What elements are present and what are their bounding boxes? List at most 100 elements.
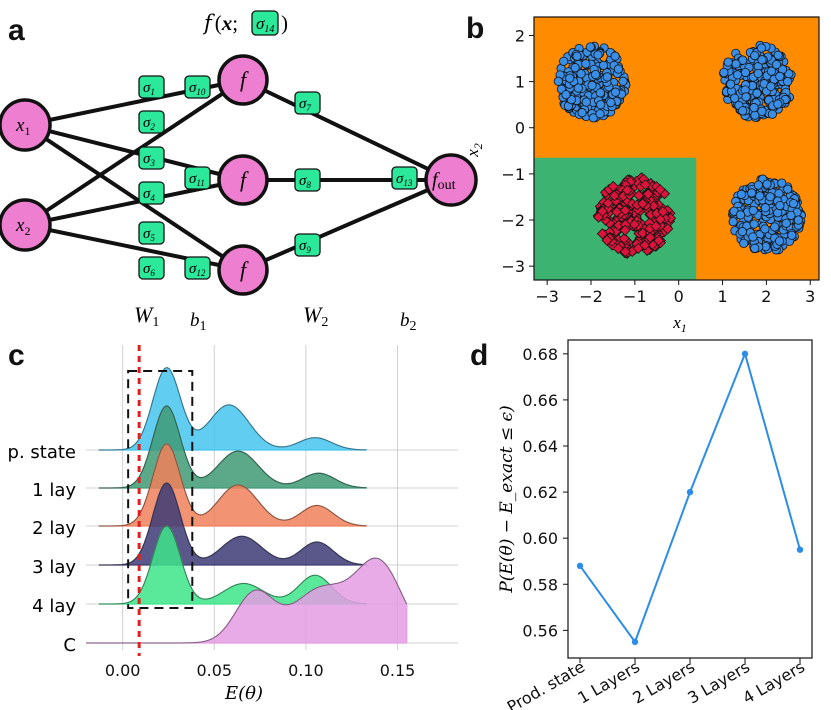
- input-node: [0, 198, 52, 252]
- param-label: σ2: [143, 115, 155, 132]
- scatter-point-blue: [773, 50, 783, 60]
- y-tick-label: 0.58: [522, 575, 558, 594]
- scatter-point-blue: [732, 70, 743, 80]
- scatter-point-blue: [755, 191, 765, 201]
- x-tick-label: 2 Layers: [629, 657, 698, 708]
- scatter-point-blue: [553, 76, 563, 86]
- edge-hidden-output: [242, 78, 452, 182]
- highlight-box: [127, 370, 194, 609]
- scatter-point-red: [602, 197, 614, 209]
- network-diagram: σ1 σ2 σ3 σ4 σ5 σ6 σ7 σ8 σ9 σ10 σ11 σ12 σ13 x1 x2 f f f fo…: [0, 10, 478, 334]
- panel-label-a: a: [8, 14, 25, 47]
- scatter-point-blue: [730, 93, 740, 103]
- scatter-point-blue: [726, 79, 736, 89]
- ridgeline-x-label: E(θ): [224, 683, 263, 704]
- scatter-point-red: [618, 232, 630, 245]
- scatter-point-blue: [595, 109, 605, 119]
- scatter-point-blue: [593, 50, 603, 60]
- scatter-point-red: [639, 179, 652, 191]
- scatter-point-blue: [775, 71, 785, 81]
- scatter-point-blue: [748, 205, 758, 216]
- param-label: σ3: [143, 151, 155, 168]
- scatter-point-blue: [750, 243, 760, 253]
- hidden-node-label: f: [240, 67, 249, 92]
- ridge-outline: [98, 443, 367, 527]
- param-box: [138, 221, 165, 245]
- x-tick-label: Prod. state: [504, 657, 588, 710]
- scatter-point-red: [642, 188, 654, 200]
- param-box: [138, 146, 165, 170]
- scatter-point-blue: [613, 64, 624, 74]
- scatter-point-blue: [565, 73, 575, 83]
- x-tick-label: 3: [805, 287, 815, 306]
- scatter-point-blue: [762, 179, 772, 189]
- scatter-point-red: [596, 205, 608, 217]
- scatter-point-red: [653, 235, 665, 247]
- scatter-point-blue: [598, 60, 609, 70]
- scatter-point-blue: [559, 56, 569, 66]
- scatter-point-red: [650, 220, 662, 232]
- scatter-point-blue: [581, 59, 591, 69]
- scatter-point-red: [657, 206, 669, 218]
- y-tick-label: 0.62: [522, 483, 558, 502]
- scatter-point-red: [662, 223, 674, 235]
- input-node: [0, 98, 52, 152]
- scatter-point-red: [619, 246, 631, 258]
- scatter-point-blue: [788, 198, 799, 209]
- edge-input-hidden: [23, 78, 245, 227]
- x-tick-label: −2: [579, 287, 603, 306]
- scatter-point-blue: [753, 180, 763, 190]
- scatter-point-blue: [773, 99, 783, 109]
- ridge-label: 1 lay: [32, 480, 76, 501]
- param-label: σ4: [143, 186, 155, 203]
- param-box: [184, 75, 211, 99]
- scatter-point-blue: [596, 100, 606, 110]
- scatter-point-blue: [783, 76, 793, 87]
- scatter-x-label: x1: [672, 313, 687, 335]
- param-box: [294, 233, 321, 257]
- scatter-point-blue: [573, 83, 583, 93]
- activation-header: f (x;: [202, 11, 238, 35]
- scatter-point-blue: [753, 68, 763, 79]
- header-param: σ14: [256, 14, 274, 35]
- scatter-point-red: [619, 224, 631, 236]
- param-box: [391, 166, 418, 190]
- scatter-point-blue: [581, 97, 591, 107]
- param-box: [138, 110, 165, 134]
- param-box: [184, 256, 211, 280]
- data-point: [796, 546, 804, 553]
- input-node-label: x1: [15, 115, 30, 138]
- layer-label: b2: [400, 310, 417, 334]
- param-label: σ1: [143, 80, 155, 97]
- ridge-label: 3 lay: [32, 557, 76, 578]
- ridgeline-plot: p. state 1 lay 2 lay 3 lay 4 lay C 0.00 0.05 0.…: [8, 345, 458, 704]
- scatter-point-blue: [561, 90, 571, 100]
- scatter-point-blue: [723, 57, 733, 67]
- param-label: σ6: [143, 261, 155, 278]
- x-tick-label: 1: [717, 287, 727, 306]
- x-tick-label: 0.00: [105, 661, 141, 680]
- scatter-point-blue: [595, 88, 605, 98]
- scatter-point-blue: [771, 59, 782, 70]
- output-node-label: fout: [432, 169, 456, 193]
- param-box: [138, 75, 165, 99]
- scatter-point-blue: [786, 210, 796, 220]
- layer-label: b1: [190, 310, 207, 334]
- x-tick-label: 0.05: [196, 661, 232, 680]
- scatter-point-red: [639, 239, 651, 251]
- scatter-point-blue: [735, 210, 746, 220]
- scatter-point-blue: [793, 215, 803, 225]
- scatter-point-blue: [787, 230, 797, 240]
- scatter-point-red: [637, 198, 649, 210]
- y-tick-label: 0.64: [522, 437, 558, 456]
- scatter-point-blue: [570, 63, 580, 73]
- y-tick-label: 0.56: [522, 621, 558, 640]
- scatter-point-blue: [577, 108, 587, 118]
- scatter-point-blue: [760, 203, 770, 213]
- scatter-point-blue: [748, 232, 758, 242]
- param-label: σ12: [189, 261, 206, 278]
- scatter-point-blue: [777, 178, 787, 188]
- scatter-point-blue: [783, 184, 793, 194]
- x-tick-label: 0.10: [288, 661, 324, 680]
- data-point: [741, 350, 749, 358]
